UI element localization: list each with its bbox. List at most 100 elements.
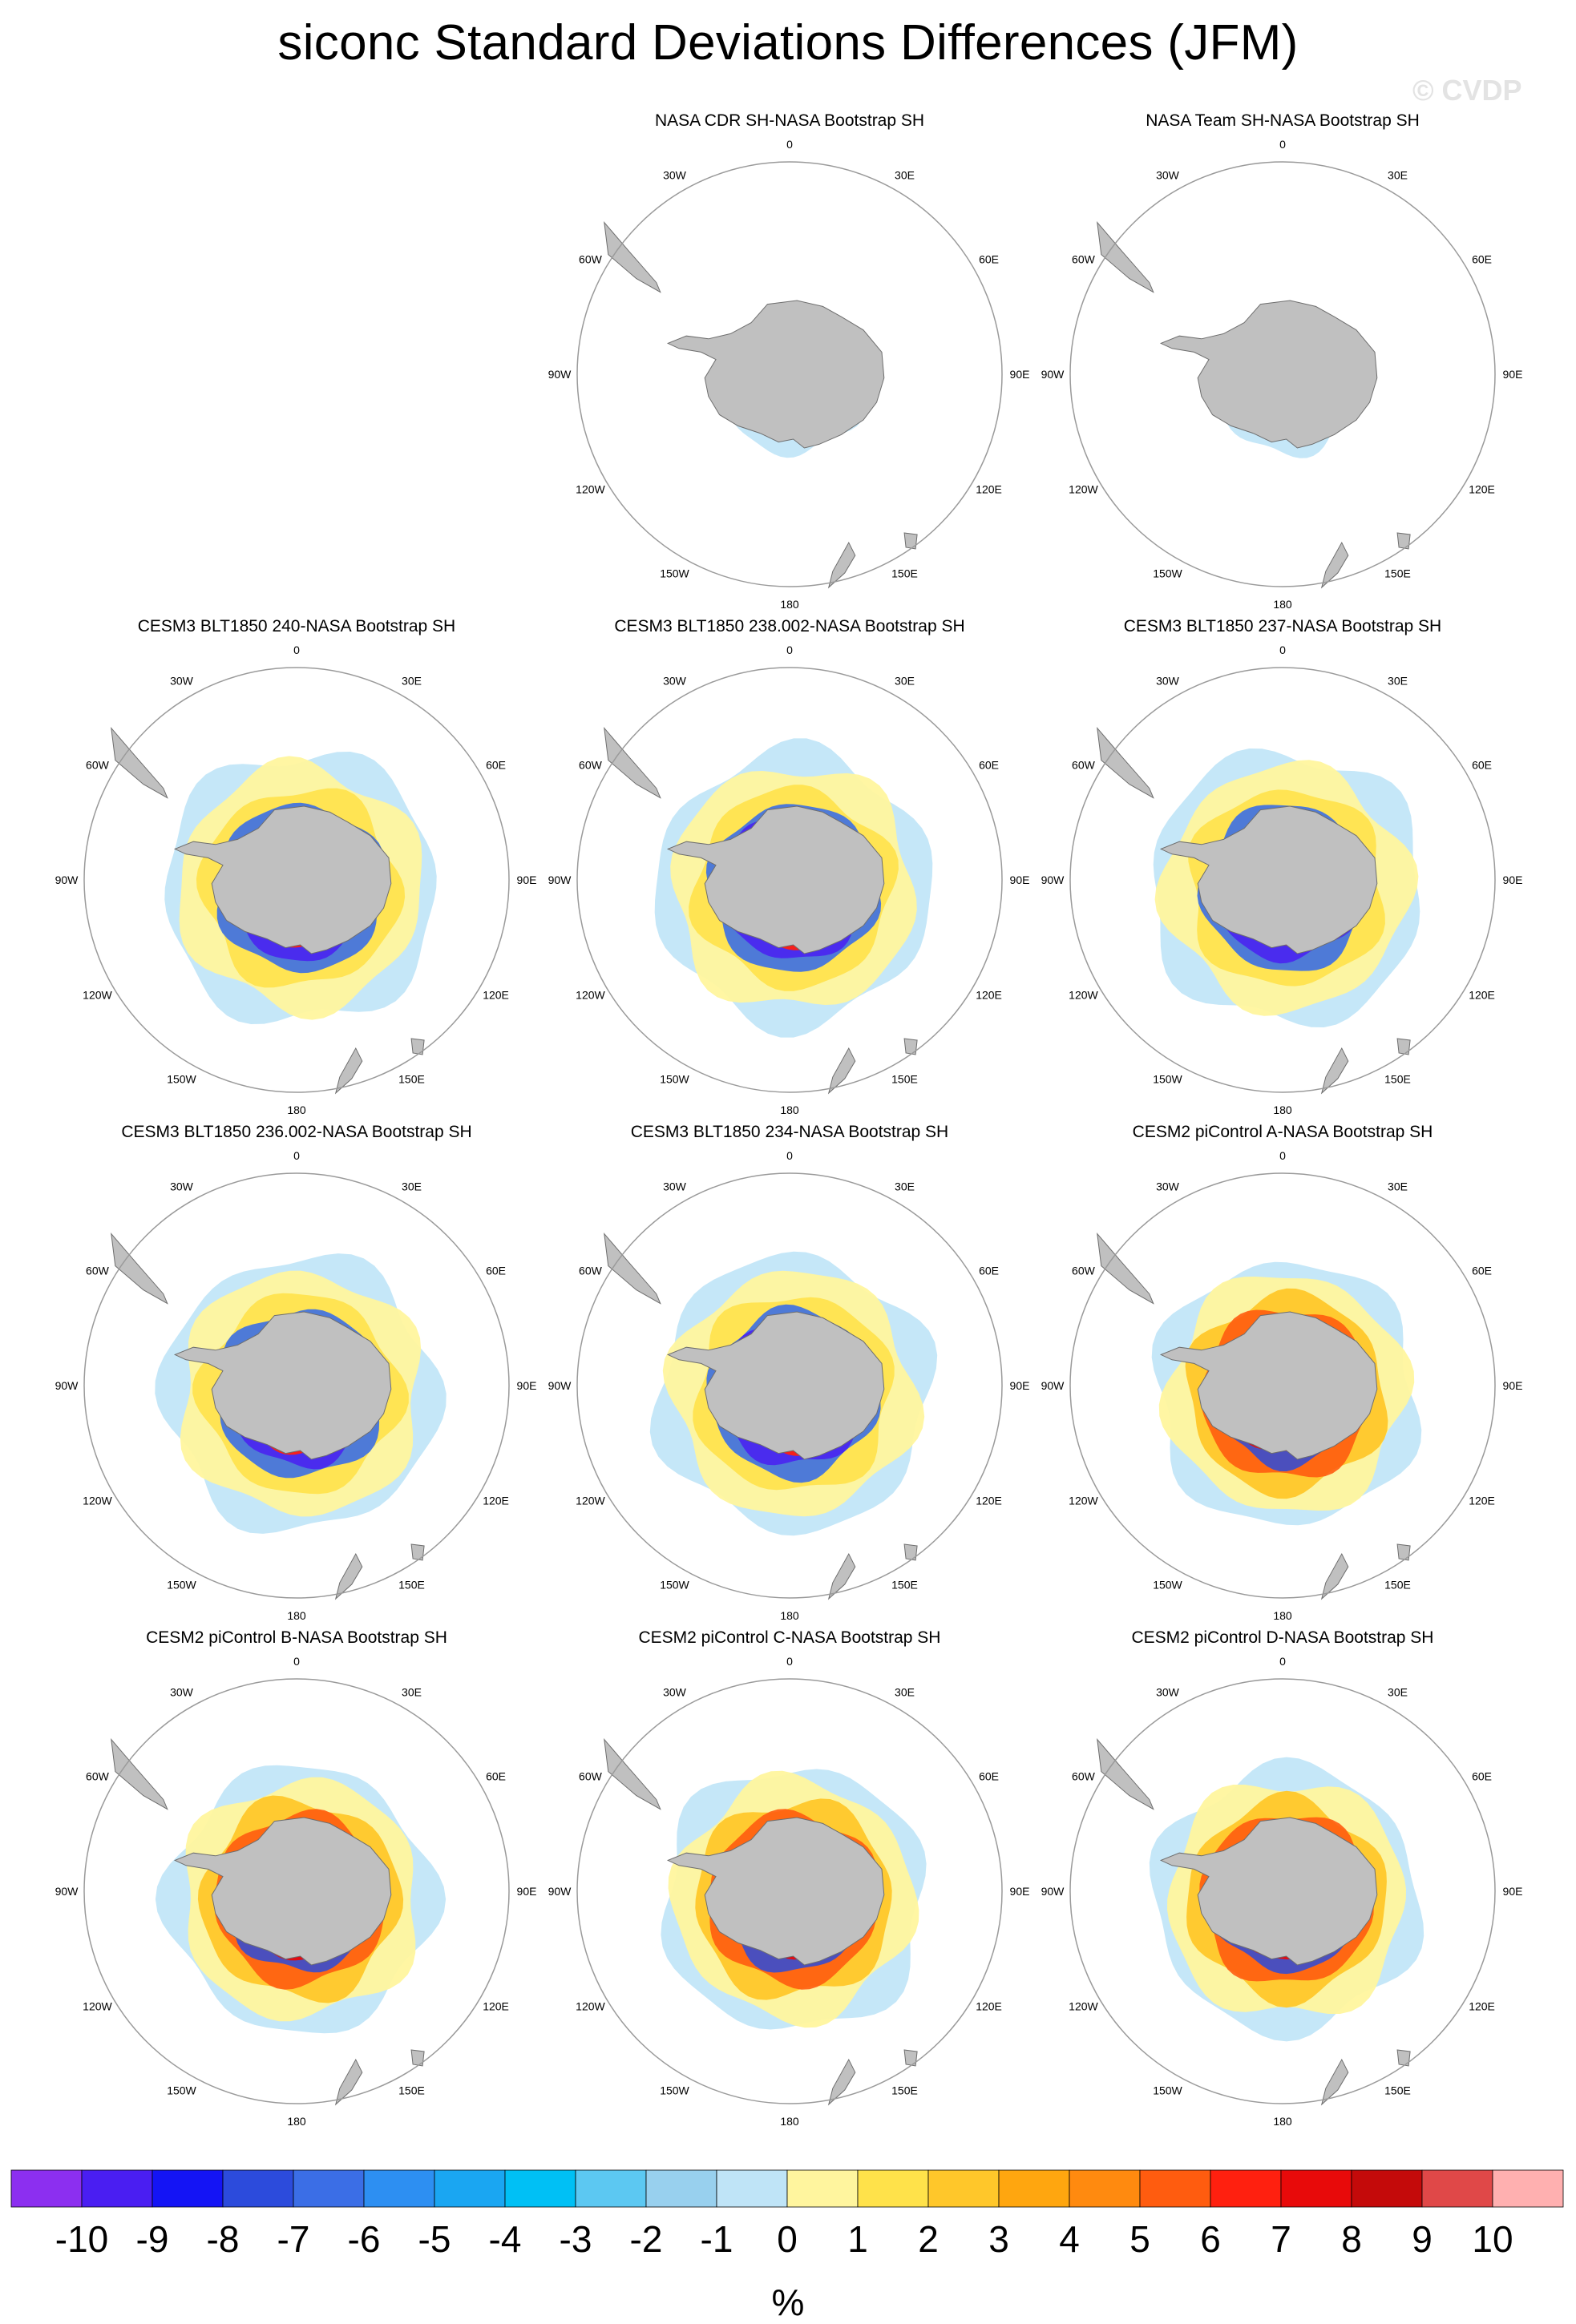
new-zealand-landmass — [334, 2058, 363, 2106]
colorbar-segment — [857, 2169, 929, 2208]
map-boundary — [83, 667, 510, 1093]
map-panel: CESM3 BLT1850 237-NASA Bootstrap SH 0 30E 6… — [1041, 617, 1523, 1116]
anomaly-shading — [721, 1321, 866, 1466]
anomaly-shading — [214, 1809, 387, 1990]
polar-map — [1069, 161, 1496, 589]
colorbar-tick-label: -9 — [136, 2218, 169, 2260]
south-america-landmass — [111, 1738, 168, 1810]
south-america-landmass — [604, 1738, 661, 1810]
longitude-label: 180 — [780, 2115, 799, 2128]
longitude-label: 120W — [83, 2000, 112, 2013]
longitude-label: 60E — [979, 1265, 999, 1277]
longitude-label: 150E — [1384, 1073, 1411, 1086]
longitude-label: 30E — [402, 674, 422, 687]
longitude-label: 150E — [1384, 567, 1411, 580]
longitude-label: 90W — [548, 1885, 572, 1898]
figure-title: siconc Standard Deviations Differences (… — [277, 15, 1299, 71]
colorbar-tick-label: 3 — [988, 2218, 1009, 2260]
panel-title: CESM2 piControl A-NASA Bootstrap SH — [1133, 1123, 1433, 1141]
new-zealand-landmass — [827, 2058, 856, 2106]
longitude-label: 180 — [287, 1103, 306, 1116]
south-america-landmass — [1097, 727, 1154, 799]
south-america-landmass — [1097, 1738, 1154, 1810]
anomaly-shading — [662, 1270, 925, 1517]
map-boundary — [1069, 161, 1496, 587]
map-panels: NASA CDR SH-NASA Bootstrap SH 0 30E 60E 90E 1… — [55, 111, 1523, 2128]
anomaly-shading — [1211, 1824, 1362, 1975]
map-panel: CESM3 BLT1850 236.002-NASA Bootstrap SH 0… — [55, 1123, 537, 1622]
colorbar-tick-label: -6 — [348, 2218, 381, 2260]
colorbar-segment — [786, 2169, 859, 2208]
anomaly-shading — [706, 1304, 881, 1483]
longitude-label: 90W — [55, 874, 79, 886]
colorbar-tick-label: 1 — [847, 2218, 868, 2260]
longitude-label: 60W — [1072, 1265, 1096, 1277]
colorbar-segment — [716, 2169, 788, 2208]
colorbar-segment — [575, 2169, 647, 2208]
longitude-label: 150E — [1384, 1579, 1411, 1592]
panel-title: CESM3 BLT1850 237-NASA Bootstrap SH — [1124, 617, 1441, 635]
longitude-label: 30E — [895, 1685, 915, 1698]
copyright-watermark: © CVDP — [1412, 74, 1522, 107]
new-zealand-landmass — [1320, 1552, 1349, 1600]
map-boundary — [1069, 1172, 1496, 1599]
longitude-label: 90E — [517, 874, 537, 886]
tasmania-landmass — [1396, 1543, 1411, 1561]
antarctica-landmass — [666, 1311, 885, 1460]
colorbar-segment — [927, 2169, 1000, 2208]
longitude-label: 60W — [579, 759, 603, 772]
map-boundary — [1069, 667, 1496, 1093]
longitude-label: 150W — [167, 1073, 196, 1086]
colorbar-segment — [1210, 2169, 1282, 2208]
colorbar-tick-label: 8 — [1341, 2218, 1362, 2260]
anomaly-shading — [649, 1251, 938, 1536]
longitude-label: 30E — [402, 1685, 422, 1698]
anomaly-shading — [1211, 306, 1362, 458]
polar-map — [1069, 1172, 1496, 1600]
longitude-label: 180 — [1273, 1103, 1292, 1116]
anomaly-shading — [155, 1253, 447, 1534]
anomaly-shading — [721, 306, 867, 458]
longitude-label: 0 — [293, 644, 300, 656]
new-zealand-landmass — [1320, 1047, 1349, 1095]
anomaly-shading — [240, 1332, 361, 1455]
longitude-label: 60E — [1472, 1770, 1492, 1783]
anomaly-shading — [1153, 748, 1420, 1027]
longitude-label: 120E — [1469, 1495, 1495, 1507]
longitude-label: 60W — [579, 253, 603, 266]
anomaly-shading — [705, 804, 882, 972]
map-boundary — [576, 667, 1003, 1093]
anomaly-shading — [225, 1317, 376, 1470]
anomaly-shading — [654, 738, 933, 1038]
longitude-label: 90E — [1010, 1379, 1030, 1392]
anomaly-shading — [1167, 1785, 1406, 2014]
anomaly-shading — [155, 1765, 447, 2034]
longitude-label: 150E — [398, 2084, 425, 2097]
longitude-label: 0 — [1279, 644, 1286, 656]
colorbar-segment — [10, 2169, 83, 2208]
anomaly-shading — [196, 788, 406, 988]
anomaly-shading — [668, 1770, 919, 2028]
longitude-label: 120W — [1069, 1495, 1098, 1507]
anomaly-shading — [229, 1826, 372, 1973]
map-panel: NASA CDR SH-NASA Bootstrap SH 0 30E 60E 90E 1… — [548, 111, 1030, 611]
anomaly-shading — [1158, 1277, 1415, 1511]
longitude-label: 30W — [663, 674, 687, 687]
panel-title: NASA Team SH-NASA Bootstrap SH — [1146, 111, 1420, 130]
longitude-label: 180 — [780, 1609, 799, 1622]
longitude-label: 30E — [895, 1180, 915, 1192]
longitude-label: 180 — [287, 1609, 306, 1622]
colorbar-tick-label: 10 — [1472, 2218, 1513, 2260]
panel-title: CESM2 piControl C-NASA Bootstrap SH — [639, 1628, 941, 1647]
longitude-label: 120W — [1069, 989, 1098, 1002]
longitude-label: 90W — [1041, 368, 1065, 381]
anomaly-shading — [1225, 1839, 1348, 1959]
colorbar-units: % — [771, 2282, 805, 2323]
map-panel: NASA Team SH-NASA Bootstrap SH 0 30E 60E 90E… — [1041, 111, 1523, 611]
anomaly-shading — [1213, 1316, 1360, 1471]
polar-map — [576, 161, 1003, 589]
panel-title: CESM2 piControl D-NASA Bootstrap SH — [1132, 1628, 1434, 1647]
colorbar-tick-label: 2 — [918, 2218, 939, 2260]
anomaly-shading — [192, 1293, 409, 1495]
anomaly-shading — [241, 828, 360, 948]
